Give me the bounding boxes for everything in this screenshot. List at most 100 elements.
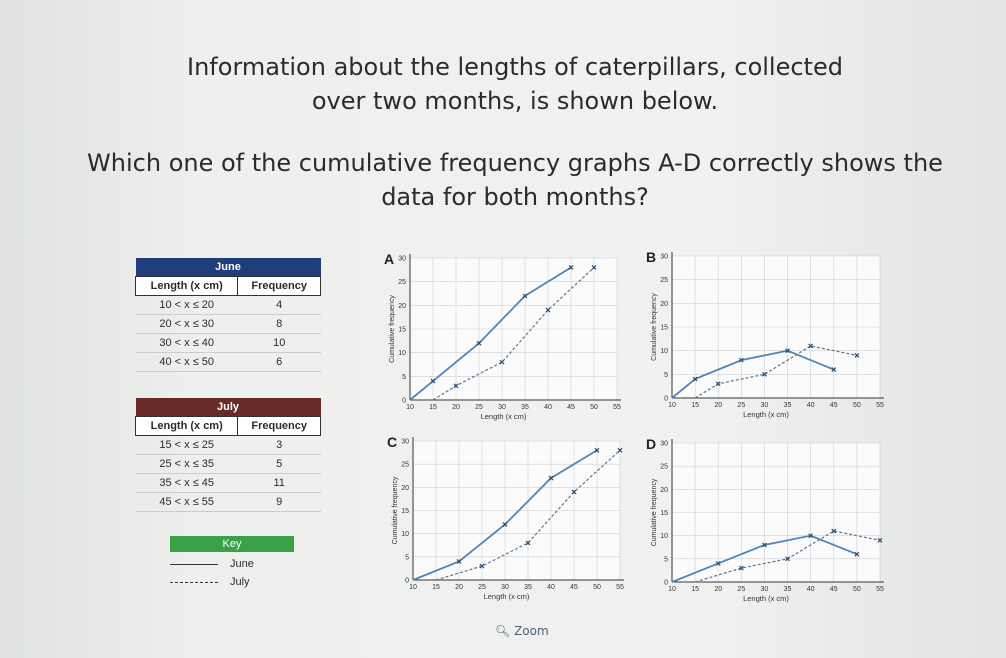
data-point <box>692 376 698 382</box>
data-point <box>715 561 721 566</box>
frequency-table: July Length (x cm) Frequency 15 < x ≤ 25 3 25… <box>134 398 321 512</box>
y-axis-label: Cumulative frequency <box>651 293 658 361</box>
intro-text: Information about the lengths of caterpi… <box>187 53 843 115</box>
x-tick-label: 25 <box>737 402 745 409</box>
x-tick-label: 45 <box>830 586 838 593</box>
table-row: 20 < x ≤ 30 8 <box>135 314 321 334</box>
x-tick-label: 35 <box>784 586 792 593</box>
x-tick-label: 10 <box>409 584 417 591</box>
y-tick-label: 15 <box>401 508 409 515</box>
data-point <box>808 533 814 539</box>
y-tick-label: 0 <box>664 396 668 403</box>
y-tick-label: 15 <box>660 510 668 517</box>
graph-label: D <box>646 436 656 452</box>
table-cell: 40 < x ≤ 50 <box>135 352 238 372</box>
table-cell: 25 < x ≤ 35 <box>135 454 238 474</box>
x-tick-label: 30 <box>761 586 769 593</box>
data-point <box>522 293 528 299</box>
x-tick-label: 50 <box>593 584 601 591</box>
x-axis-label: Length (x cm) <box>481 412 527 421</box>
x-tick-label: 30 <box>498 404 506 411</box>
x-tick-label: 45 <box>830 402 838 409</box>
data-point <box>568 265 574 270</box>
table-title-row: July <box>135 398 321 417</box>
x-axis-label: Length (x cm) <box>743 410 789 419</box>
table-cell: 6 <box>237 352 321 372</box>
table-cell: 30 < x ≤ 40 <box>135 333 238 353</box>
header-row: Length (x cm) Frequency <box>134 416 321 436</box>
y-tick-label: 30 <box>401 439 409 446</box>
y-tick-label: 25 <box>398 279 406 286</box>
x-axis-label: Length (x cm) <box>743 594 789 603</box>
y-tick-label: 10 <box>660 533 668 540</box>
table-cell: 20 < x ≤ 30 <box>135 314 238 334</box>
x-tick-label: 55 <box>876 586 884 593</box>
data-point <box>548 475 554 481</box>
y-tick-label: 0 <box>402 398 406 405</box>
x-tick-label: 55 <box>616 584 624 591</box>
data-line <box>435 449 621 581</box>
x-tick-label: 25 <box>737 586 745 593</box>
table-cell: 10 < x ≤ 20 <box>135 295 238 315</box>
y-tick-label: 10 <box>660 348 668 355</box>
table-cell: 15 < x ≤ 25 <box>135 435 238 455</box>
x-tick-label: 50 <box>853 586 861 593</box>
data-point <box>502 521 508 527</box>
table-row: 30 < x ≤ 40 10 <box>135 333 321 353</box>
x-tick-label: 40 <box>807 402 815 409</box>
key-entry: June <box>170 558 294 570</box>
data-point <box>525 540 531 546</box>
column-header: Frequency <box>237 276 321 296</box>
table-title-row: June <box>135 258 321 277</box>
y-axis-label: Cumulative frequency <box>651 478 658 546</box>
data-point <box>854 551 860 557</box>
header-row: Length (x cm) Frequency <box>134 276 321 296</box>
y-tick-label: 0 <box>405 578 409 585</box>
x-tick-label: 15 <box>429 404 437 411</box>
y-tick-label: 25 <box>660 277 668 284</box>
data-point <box>430 378 436 384</box>
x-tick-label: 45 <box>567 404 575 411</box>
data-point <box>499 359 505 365</box>
data-point <box>785 556 790 562</box>
table-row: 45 < x ≤ 55 9 <box>135 492 321 512</box>
x-tick-label: 10 <box>668 402 676 409</box>
key-label: June <box>230 558 254 570</box>
x-tick-label: 35 <box>784 402 792 409</box>
x-tick-label: 15 <box>432 584 440 591</box>
table-row: 35 < x ≤ 45 11 <box>135 473 321 493</box>
key-line <box>170 581 218 583</box>
y-tick-label: 30 <box>660 441 668 448</box>
y-tick-label: 30 <box>660 254 668 261</box>
y-tick-label: 10 <box>398 350 406 357</box>
data-point <box>738 565 744 571</box>
y-tick-label: 15 <box>660 325 668 332</box>
zoom-label[interactable]: Zoom <box>514 624 549 638</box>
y-tick-label: 10 <box>401 531 409 538</box>
x-tick-label: 55 <box>876 402 884 409</box>
zoom-button[interactable]: 🔍︎ Zoom <box>495 624 549 638</box>
x-tick-label: 15 <box>691 586 699 593</box>
x-tick-label: 30 <box>501 584 509 591</box>
x-tick-label: 55 <box>613 404 621 411</box>
column-header: Length (x cm) <box>134 276 239 296</box>
x-axis-label: Length (x cm) <box>484 592 530 601</box>
x-tick-label: 10 <box>406 404 414 411</box>
graph-label: C <box>387 434 397 450</box>
prompt-text: Which one of the cumulative frequency gr… <box>87 149 943 211</box>
table-cell: 9 <box>237 492 321 512</box>
y-tick-label: 0 <box>664 580 668 587</box>
x-tick-label: 20 <box>714 586 722 593</box>
x-tick-label: 35 <box>524 584 532 591</box>
x-tick-label: 40 <box>807 586 815 593</box>
data-point <box>617 447 623 453</box>
table-cell: 11 <box>237 473 321 493</box>
table-cell: 35 < x ≤ 45 <box>135 473 238 493</box>
data-point <box>545 307 551 313</box>
table-title: June <box>135 258 321 277</box>
data-point <box>831 528 837 534</box>
x-tick-label: 25 <box>475 404 483 411</box>
y-tick-label: 20 <box>660 487 668 494</box>
